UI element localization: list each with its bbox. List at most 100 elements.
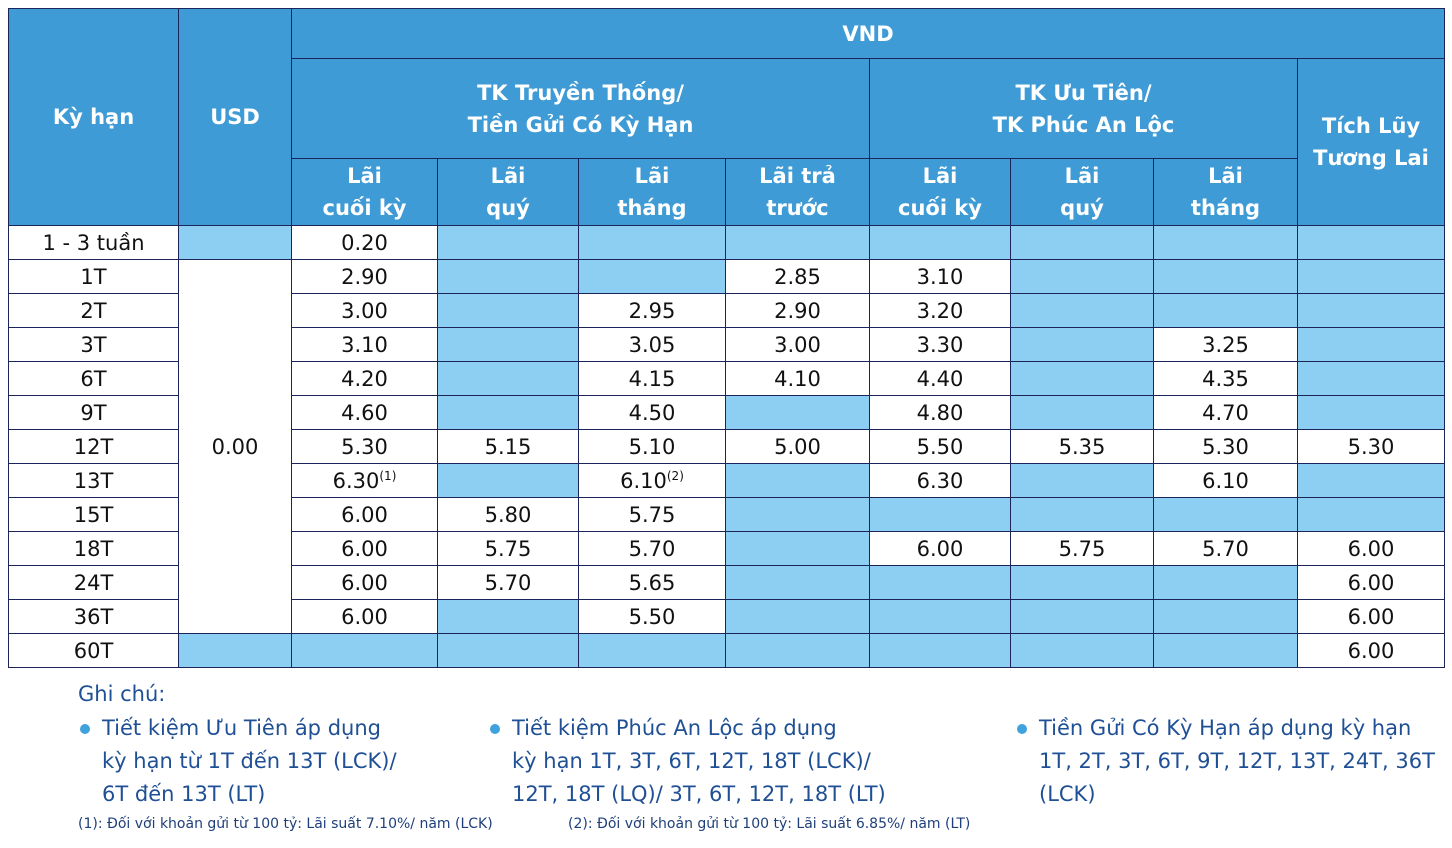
footnote: (2): Đối với khoản gửi từ 100 tỷ: Lãi su… — [568, 816, 971, 832]
rate-cell: 5.70 — [1153, 531, 1298, 566]
empty-cell — [1296, 259, 1446, 294]
rate-note: (2) — [666, 468, 684, 483]
rate-cell: 6.30 — [869, 463, 1011, 498]
sub-header: Lãi cuối kỳ — [869, 158, 1011, 226]
rate-cell: 3.00 — [291, 293, 438, 328]
rate-cell: 4.60 — [291, 395, 438, 430]
rate-row: 1T 0.00 2.90 2.85 3.10 — [8, 259, 1446, 634]
sub-header-line: Lãi — [1208, 164, 1243, 188]
empty-cell — [869, 565, 1011, 600]
empty-cell — [725, 565, 870, 600]
rate-cell: 4.10 — [725, 361, 870, 396]
empty-cell — [578, 225, 726, 260]
rate-cell: 5.30 — [291, 429, 438, 464]
empty-cell — [1010, 395, 1154, 430]
group-header-line: Tích Lũy — [1321, 114, 1421, 138]
rate-row: 9T 4.60 4.50 4.80 4.70 — [8, 395, 1446, 430]
term-cell: 60T — [8, 633, 179, 668]
rate-cell: 5.70 — [578, 531, 726, 566]
rate-cell: 5.10 — [578, 429, 726, 464]
rate-cell: 2.90 — [725, 293, 870, 328]
rate-cell: 6.00 — [1296, 599, 1446, 634]
empty-cell — [437, 395, 579, 430]
group-header-line: TK Truyền Thống/ — [477, 80, 684, 105]
rate-row: 36T 6.00 5.50 6.00 — [8, 599, 1446, 634]
usd-cell: 0.00 — [178, 259, 292, 634]
rate-row: 12T 5.30 5.15 5.10 5.00 5.50 5.35 5.30 5.30 — [8, 429, 1446, 464]
group-header: Tích Lũy Tương Lai — [1296, 58, 1446, 226]
empty-cell — [869, 497, 1011, 532]
term-cell: 1 - 3 tuần — [8, 225, 179, 260]
rate-cell: 5.35 — [1010, 429, 1154, 464]
rate-cell: 3.00 — [725, 327, 870, 362]
empty-cell — [1010, 327, 1154, 362]
rates-table: Kỳ hạn USD VND TK Truyền Thống/Tiền Gửi Có … — [8, 8, 1446, 668]
group-header: TK Ưu Tiên/TK Phúc An Lộc — [869, 58, 1298, 159]
rate-cell: 3.30 — [869, 327, 1011, 362]
sub-header: Lãi quý — [437, 158, 579, 226]
empty-cell — [1153, 293, 1298, 328]
term-cell: 9T — [8, 395, 179, 430]
sub-header-line: Lãi trả — [759, 164, 836, 188]
rate-cell: 5.50 — [869, 429, 1011, 464]
empty-cell — [578, 259, 726, 294]
empty-cell — [1010, 463, 1154, 498]
header-cell: USD — [178, 8, 292, 226]
rate-row: 24T 6.00 5.70 5.65 6.00 — [8, 565, 1446, 600]
rate-cell: 3.05 — [578, 327, 726, 362]
header-cell: Kỳ hạn — [8, 8, 179, 226]
rate-cell: 5.50 — [578, 599, 726, 634]
sub-header: Lãi tháng — [1153, 158, 1298, 226]
rate-cell: 5.80 — [437, 497, 579, 532]
term-cell: 13T — [8, 463, 179, 498]
empty-cell — [437, 225, 579, 260]
sub-header-line: quý — [486, 196, 530, 220]
note-line: 6T đến 13T (LT) — [102, 782, 266, 806]
empty-cell — [869, 633, 1011, 668]
rate-cell: 4.40 — [869, 361, 1011, 396]
rate-cell: 4.20 — [291, 361, 438, 396]
sub-header-line: tháng — [1190, 196, 1261, 220]
empty-cell — [1010, 361, 1154, 396]
rate-row: 18T 6.00 5.75 5.70 6.00 5.75 5.70 6.00 — [8, 531, 1446, 566]
empty-cell — [1296, 395, 1446, 430]
rate-cell: 5.65 — [578, 565, 726, 600]
note-line: kỳ hạn 1T, 3T, 6T, 12T, 18T (LCK)/ — [512, 749, 871, 773]
rate-cell: 6.00 — [1296, 565, 1446, 600]
rate-cell: 4.70 — [1153, 395, 1298, 430]
empty-cell — [1010, 599, 1154, 634]
empty-cell — [437, 633, 579, 668]
term-cell: 6T — [8, 361, 179, 396]
term-cell: 36T — [8, 599, 179, 634]
rate-cell: 4.35 — [1153, 361, 1298, 396]
rate-row: 60T 6.00 — [8, 633, 1446, 668]
empty-cell — [1010, 293, 1154, 328]
rate-cell: 6.00 — [291, 497, 438, 532]
empty-cell — [725, 531, 870, 566]
rate-cell: 3.25 — [1153, 327, 1298, 362]
empty-cell — [1153, 497, 1298, 532]
empty-cell — [1296, 225, 1446, 260]
empty-cell — [437, 259, 579, 294]
rate-row: 15T 6.00 5.80 5.75 — [8, 497, 1446, 532]
rate-cell: 4.50 — [578, 395, 726, 430]
empty-cell — [869, 599, 1011, 634]
rate-cell: 6.00 — [869, 531, 1011, 566]
empty-cell — [437, 599, 579, 634]
sub-header: Lãi quý — [1010, 158, 1154, 226]
rate-cell: 4.80 — [869, 395, 1011, 430]
empty-cell — [1010, 497, 1154, 532]
empty-cell — [1296, 463, 1446, 498]
note-line: (LCK) — [1039, 782, 1096, 806]
sub-header-line: tháng — [617, 196, 687, 220]
header-row: Lãi cuối kỳ Lãi quý Lãi tháng Lãi trả trước Lãi c… — [9, 158, 1445, 226]
empty-cell — [1153, 633, 1298, 668]
group-header-line: TK Phúc An Lộc — [992, 112, 1175, 137]
rate-row: 13T 6.30(1) 6.10(2) 6.30 6.10 — [8, 463, 1446, 498]
empty-cell — [1296, 327, 1446, 362]
rate-cell: 5.00 — [725, 429, 870, 464]
rate-cell: 5.15 — [437, 429, 579, 464]
empty-cell — [725, 225, 870, 260]
rate-cell: 2.90 — [291, 259, 438, 294]
empty-cell — [1010, 633, 1154, 668]
